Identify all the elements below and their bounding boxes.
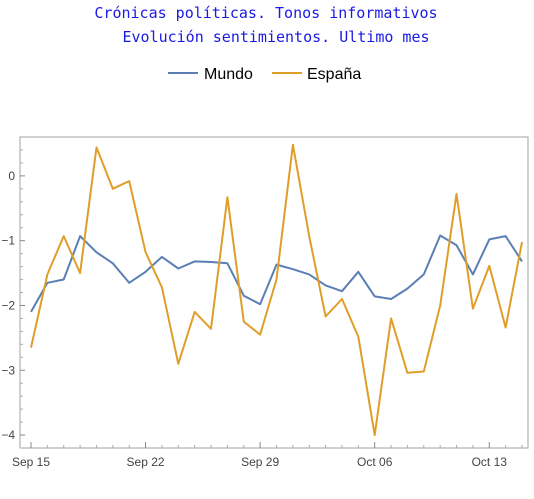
- y-tick-label: −2: [1, 298, 15, 312]
- series-layer: [30, 143, 523, 436]
- y-tick-label: 0: [8, 169, 15, 183]
- x-tick-label: Sep 15: [12, 455, 50, 469]
- x-tick-label: Oct 06: [357, 455, 393, 469]
- plot-frame: [19, 136, 529, 449]
- x-tick-label: Sep 22: [127, 455, 165, 469]
- legend-label-espana: España: [307, 66, 361, 83]
- y-tick-label: −3: [1, 363, 15, 377]
- x-tick-label: Oct 13: [472, 455, 508, 469]
- x-axis: Sep 15 Sep 22 Sep 29 Oct 06 Oct 13: [12, 442, 523, 469]
- legend: Mundo España: [168, 66, 361, 83]
- y-axis: 0 −1 −2 −3 −4: [1, 149, 25, 449]
- x-tick-label: Sep 29: [241, 455, 279, 469]
- chart-title: Crónicas políticas. Tonos informativos: [94, 4, 437, 22]
- legend-label-mundo: Mundo: [204, 66, 253, 83]
- y-tick-label: −4: [1, 428, 15, 442]
- series-line-espana: [30, 143, 523, 436]
- y-tick-label: −1: [1, 234, 15, 248]
- series-line-mundo: [30, 234, 523, 313]
- chart-subtitle: Evolución sentimientos. Ultimo mes: [122, 28, 429, 46]
